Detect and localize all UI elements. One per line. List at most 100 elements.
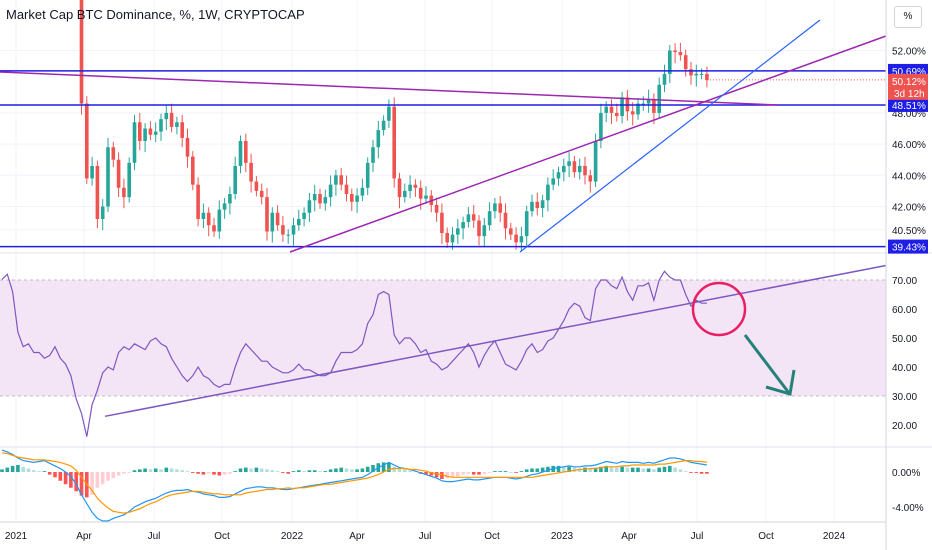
macd-histogram-bar: [387, 462, 391, 472]
macd-histogram-bar: [477, 472, 481, 475]
macd-histogram-bar: [509, 472, 513, 473]
candle-body: [551, 178, 555, 185]
candle-body: [689, 69, 693, 76]
candle-body: [604, 106, 608, 113]
macd-histogram-bar: [524, 469, 529, 472]
candle-body: [641, 103, 646, 105]
macd-histogram-bar: [307, 470, 312, 472]
candle-body: [244, 140, 248, 163]
candle-body: [461, 222, 465, 229]
macd-histogram-bar: [365, 466, 370, 472]
candle-body: [217, 209, 222, 232]
macd-histogram-bar: [206, 472, 211, 474]
candle-body: [169, 112, 174, 127]
macd-histogram-bar: [291, 471, 296, 472]
macd-histogram-bar: [10, 465, 15, 472]
level-price-label: 48.51%: [892, 101, 926, 112]
macd-histogram-bar: [334, 468, 338, 472]
candle-body: [652, 98, 656, 113]
price-tick-label: 48.00%: [892, 109, 926, 120]
candle-body: [636, 103, 640, 115]
candle-body: [646, 98, 651, 104]
macd-histogram-bar: [270, 470, 275, 472]
macd-histogram-bar: [5, 467, 10, 472]
candle-body: [159, 119, 163, 132]
trendline-descending: [0, 71, 779, 106]
candle-body: [445, 233, 449, 243]
macd-histogram-bar: [47, 472, 52, 475]
macd-histogram-bar: [662, 466, 667, 472]
macd-histogram-bar: [535, 468, 540, 472]
macd-histogram-bar: [434, 472, 439, 478]
macd-histogram-bar: [408, 470, 412, 472]
macd-histogram-bar: [440, 472, 444, 479]
macd-histogram-bar: [153, 468, 158, 472]
candle-body: [100, 206, 105, 219]
trendline-ascending: [289, 35, 887, 253]
macd-histogram-bar: [556, 465, 561, 472]
macd-histogram-bar: [514, 472, 518, 473]
macd-histogram-bar: [445, 472, 449, 479]
candle-body: [265, 197, 269, 232]
macd-histogram-bar: [646, 468, 651, 472]
candle-body: [164, 112, 169, 120]
macd-histogram-bar: [456, 472, 460, 477]
candle-body: [524, 211, 529, 237]
candle-body: [79, 0, 84, 104]
scale-percent-button[interactable]: %: [894, 6, 922, 28]
macd-pane: [0, 449, 709, 522]
macd-histogram-bar: [122, 472, 126, 474]
candle-body: [673, 50, 677, 53]
macd-histogram-bar: [530, 468, 534, 472]
macd-histogram-bar: [604, 465, 608, 472]
candle-body: [450, 234, 455, 243]
candle-body: [270, 212, 275, 232]
candle-body: [111, 147, 116, 160]
macd-histogram-bar: [371, 465, 375, 472]
macd-histogram-bar: [116, 472, 121, 476]
last-price-label: 50.12%: [892, 77, 926, 88]
macd-histogram-bar: [577, 468, 582, 472]
macd-histogram-bar: [593, 467, 598, 472]
candle-body: [477, 220, 481, 237]
annotation-arrow-shaft: [743, 334, 791, 394]
macd-histogram-bar: [132, 470, 137, 472]
candle-body: [233, 165, 237, 195]
candle-body: [297, 218, 301, 226]
candle-body: [620, 97, 624, 117]
candle-body: [116, 159, 121, 188]
macd-histogram-bar: [424, 472, 428, 475]
rsi-tick-label: 60.00: [892, 305, 917, 316]
candle-body: [514, 234, 518, 243]
macd-histogram-bar: [673, 467, 677, 472]
macd-histogram-bar: [636, 467, 640, 472]
candle-body: [138, 122, 142, 141]
macd-histogram-bar: [699, 472, 704, 474]
candle-body: [593, 140, 598, 182]
candle-body: [238, 140, 243, 166]
time-tick-label: Jul: [691, 531, 704, 542]
macd-histogram-bar: [689, 472, 693, 473]
candle-body: [583, 165, 587, 176]
candle-body: [127, 162, 131, 198]
candle-body: [699, 73, 704, 75]
candle-body: [275, 212, 280, 226]
macd-histogram-bar: [297, 470, 301, 472]
macd-histogram-bar: [138, 469, 142, 472]
candle-body: [153, 131, 158, 135]
candle-body: [212, 225, 216, 232]
macd-histogram-bar: [567, 466, 571, 472]
candle-body: [683, 55, 688, 70]
macd-histogram-bar: [392, 466, 396, 472]
candle-body: [630, 111, 635, 115]
candle-body: [206, 212, 211, 226]
macd-histogram-bar: [344, 468, 349, 472]
time-tick-label: Apr: [76, 531, 92, 542]
drawing-tools: [0, 19, 887, 396]
macd-histogram-bar: [429, 472, 434, 476]
rsi-tick-label: 50.00: [892, 334, 917, 345]
time-tick-label: Jul: [419, 531, 432, 542]
macd-histogram-bar: [381, 462, 386, 472]
candle-body: [191, 156, 195, 185]
